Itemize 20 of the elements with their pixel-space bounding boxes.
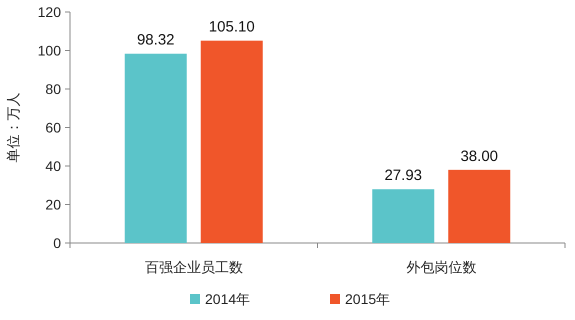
data-label: 38.00 xyxy=(460,148,498,165)
y-tick-label: 100 xyxy=(38,42,62,58)
y-tick-label: 40 xyxy=(45,158,62,174)
y-axis-title: 单位：万人 xyxy=(5,92,21,162)
x-tick-label: 外包岗位数 xyxy=(406,259,476,275)
y-tick-label: 120 xyxy=(38,4,62,20)
data-label: 27.93 xyxy=(384,167,422,184)
legend-label: 2014年 xyxy=(205,291,250,307)
y-tick-label: 20 xyxy=(45,196,62,212)
bar xyxy=(124,54,187,243)
data-label: 105.10 xyxy=(208,18,255,36)
x-tick-label: 百强企业员工数 xyxy=(144,259,243,275)
legend-label: 2015年 xyxy=(345,291,390,307)
bar xyxy=(372,189,434,243)
y-tick-label: 0 xyxy=(53,235,62,251)
bar xyxy=(448,170,510,243)
data-label: 98.32 xyxy=(136,32,175,49)
y-tick-label: 60 xyxy=(45,120,62,136)
bar xyxy=(200,40,263,243)
y-tick-label: 80 xyxy=(45,81,62,97)
